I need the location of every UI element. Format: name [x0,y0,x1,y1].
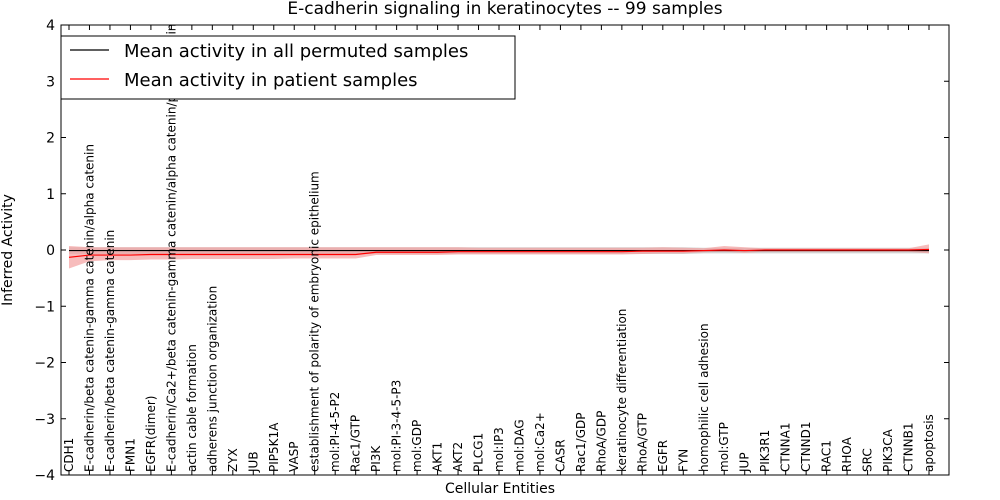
legend-label-patient: Mean activity in patient samples [124,70,418,91]
category-label: mol:Ca2+ [533,412,547,472]
category-label: apoptosis [922,414,936,472]
category-label: PI3K [369,445,383,472]
category-label: AKT2 [451,442,465,472]
y-tick-label: 0 [46,243,55,259]
category-label: JUP [738,452,752,473]
category-label: E-cadherin/Ca2+/beta catenin-gamma caten… [164,24,178,472]
category-label: EGFR(dimer) [144,396,158,472]
category-label: PIK3CA [881,428,895,472]
category-label: keratinocyte differentiation [615,309,629,472]
category-label: mol:PI-4-5-P2 [328,392,342,472]
category-label: ZYX [226,448,240,472]
category-label: establishment of polarity of embryonic e… [308,171,322,472]
category-labels: CDH1 E-cadherin/beta catenin-gamma cateni… [62,24,936,473]
category-label: CTNNB1 [902,422,916,472]
category-label: mol:GDP [410,420,424,472]
series-lines [68,248,930,258]
category-label: mol:DAG [512,419,526,472]
x-axis-ticks [68,25,930,475]
category-label: PLCG1 [472,433,486,472]
category-label: CTNND1 [799,421,813,472]
category-label: Rac1/GDP [574,413,588,472]
category-label: RhoA/GTP [635,413,649,472]
y-tick-label: 4 [46,18,55,34]
category-label: E-cadherin/beta catenin-gamma catenin [103,230,117,472]
y-axis-ticks: −4 −3 −2 −1 0 1 2 3 4 [34,18,949,484]
category-label: mol:GTP [717,422,731,472]
category-label: VASP [287,441,301,472]
y-tick-label: 3 [46,74,55,90]
y-tick-label: −1 [34,299,55,315]
category-label: FYN [676,449,690,472]
y-tick-label: −2 [34,356,55,372]
category-label: SRC [861,448,875,472]
y-tick-label: 1 [46,187,55,203]
category-label: PIK3R1 [758,430,772,472]
legend-box [60,35,516,100]
category-label: RHOA [840,436,854,472]
legend-label-permuted: Mean activity in all permuted samples [124,41,468,62]
chart-title: E-cadherin signaling in keratinocytes --… [287,0,722,19]
category-label: mol:IP3 [492,427,506,472]
category-label: E-cadherin/beta catenin-gamma catenin/al… [82,144,96,472]
category-label: CASR [553,439,567,472]
category-label: RAC1 [820,440,834,472]
confidence-bands [69,244,929,269]
legend: Mean activity in all permuted samples Me… [60,35,516,100]
category-label: mol:PI-3-4-5-P3 [390,380,404,472]
category-label: CTNNA1 [779,422,793,472]
y-axis-title: Inferred Activity [0,194,16,306]
y-tick-label: −4 [34,468,55,484]
x-axis-title: Cellular Entities [445,481,555,497]
category-label: FMN1 [123,438,137,472]
category-label: PIP5K1A [267,422,281,472]
category-label: RhoA/GDP [594,411,608,472]
category-label: JUB [246,451,260,473]
y-tick-label: −3 [34,412,55,428]
category-label: actin cable formation [185,344,199,472]
category-label: homophilic cell adhesion [697,323,711,472]
category-label: adherens junction organization [205,286,219,472]
line-patient [68,248,930,258]
category-label: Rac1/GTP [349,415,363,472]
y-tick-label: 2 [46,131,55,147]
category-label: CDH1 [62,438,76,472]
category-label: AKT1 [431,442,445,472]
category-label: EGFR [656,440,670,472]
